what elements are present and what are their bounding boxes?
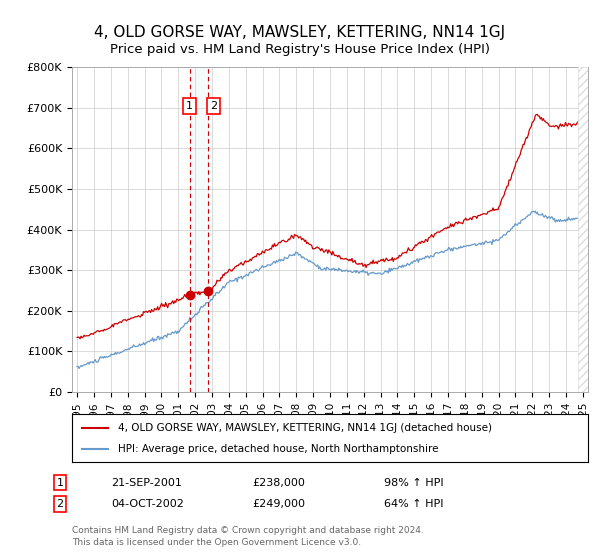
Text: £238,000: £238,000 — [252, 478, 305, 488]
Text: 04-OCT-2002: 04-OCT-2002 — [111, 499, 184, 509]
Text: £249,000: £249,000 — [252, 499, 305, 509]
Text: 21-SEP-2001: 21-SEP-2001 — [111, 478, 182, 488]
Text: 2: 2 — [210, 101, 217, 111]
Text: 64% ↑ HPI: 64% ↑ HPI — [384, 499, 443, 509]
Text: HPI: Average price, detached house, North Northamptonshire: HPI: Average price, detached house, Nort… — [118, 444, 439, 454]
Text: 4, OLD GORSE WAY, MAWSLEY, KETTERING, NN14 1GJ (detached house): 4, OLD GORSE WAY, MAWSLEY, KETTERING, NN… — [118, 423, 493, 433]
Bar — [578, 67, 590, 392]
Text: 4, OLD GORSE WAY, MAWSLEY, KETTERING, NN14 1GJ: 4, OLD GORSE WAY, MAWSLEY, KETTERING, NN… — [94, 25, 506, 40]
Bar — [190, 67, 208, 392]
Text: 1: 1 — [56, 478, 64, 488]
Text: 98% ↑ HPI: 98% ↑ HPI — [384, 478, 443, 488]
Text: 2: 2 — [56, 499, 64, 509]
Text: Price paid vs. HM Land Registry's House Price Index (HPI): Price paid vs. HM Land Registry's House … — [110, 43, 490, 56]
Text: 1: 1 — [186, 101, 193, 111]
Text: Contains HM Land Registry data © Crown copyright and database right 2024.
This d: Contains HM Land Registry data © Crown c… — [72, 526, 424, 547]
Bar — [578, 67, 590, 392]
